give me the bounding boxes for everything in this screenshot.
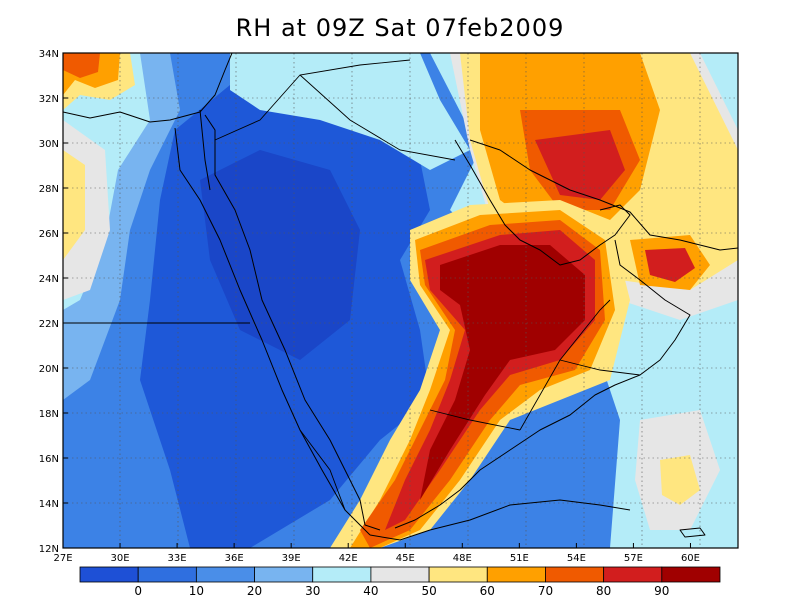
lon-tick-label: 45E [396,553,415,564]
map-title: RH at 09Z Sat 07feb2009 [235,14,565,42]
colorbar-swatch [661,566,721,583]
rh-zone-nw-red [63,53,100,78]
colorbar-swatch [545,566,605,583]
colorbar-label: 80 [596,584,611,598]
rh-zone-west-yellow [63,150,85,260]
rh-zone-east-red [535,130,625,200]
rh-zone-band-darkred [420,245,585,500]
colorbar-label: 50 [421,584,436,598]
colorbar-label: 40 [363,584,378,598]
lon-tick-label: 36E [225,553,244,564]
lat-tick-label: 12N [39,544,59,555]
lat-tick-label: 26N [39,229,59,240]
lat-tick-label: 16N [39,454,59,465]
lat-tick-label: 24N [39,274,59,285]
lon-tick-label: 33E [168,553,187,564]
rh-zone-north-light [230,53,470,170]
rh-zone-iran-red [645,248,695,282]
lat-tick-label: 30N [39,139,59,150]
lon-tick-label: 60E [681,553,700,564]
colorbar: 0 10 20 30 40 50 60 70 80 90 [79,566,721,598]
lon-tick-label: 27E [53,553,72,564]
colorbar-swatch [254,566,314,583]
colorbar-label: 70 [538,584,553,598]
colorbar-label: 20 [247,584,262,598]
lat-tick-label: 34N [39,49,59,60]
borders [63,59,641,511]
colorbar-label: 10 [189,584,204,598]
colorbar-label: 30 [305,584,320,598]
lat-tick-label: 14N [39,499,59,510]
colorbar-swatch [486,566,546,583]
lon-tick-label: 42E [339,553,358,564]
lon-tick-label: 30E [111,553,130,564]
lon-ticks: 27E 30E 33E 36E 39E 42E 45E 48E 51E 54E 57E 60E [53,543,700,564]
lon-tick-label: 48E [453,553,472,564]
colorbar-swatch [137,566,197,583]
lat-tick-label: 22N [39,319,59,330]
lon-tick-label: 51E [510,553,529,564]
colorbar-swatch [603,566,663,583]
colorbar-swatch [370,566,430,583]
lat-ticks: 12N 14N 16N 18N 20N 22N 24N 26N 28N 30N 32N 34N [39,49,68,555]
rh-zone-se-yellow [660,455,700,505]
lat-tick-label: 28N [39,184,59,195]
colorbar-label: 90 [654,584,669,598]
rh-field [63,53,738,548]
rh-zone-very-dry [200,150,360,360]
graticule [63,53,738,548]
lat-tick-label: 18N [39,409,59,420]
coastlines [63,53,738,541]
plot-frame [62,52,739,549]
lon-tick-label: 54E [567,553,586,564]
colorbar-swatch [195,566,255,583]
colorbar-label: 60 [480,584,495,598]
lat-tick-label: 32N [39,94,59,105]
colorbar-swatch [312,566,372,583]
colorbar-swatch [428,566,488,583]
lon-tick-label: 57E [624,553,643,564]
lat-tick-label: 20N [39,364,59,375]
lon-tick-label: 39E [282,553,301,564]
colorbar-swatch [79,566,139,583]
colorbar-label: 0 [134,584,142,598]
